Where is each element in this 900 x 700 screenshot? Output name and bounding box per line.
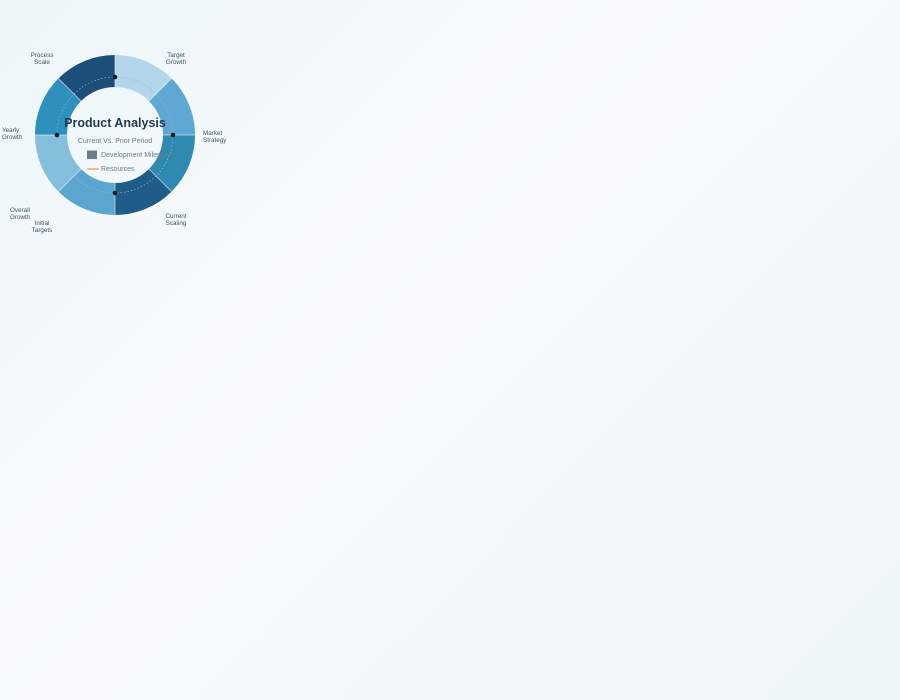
- svg-text:Resources: Resources: [101, 166, 135, 173]
- svg-text:Current Vs. Prior Period: Current Vs. Prior Period: [78, 138, 152, 145]
- svg-text:Product Analysis: Product Analysis: [64, 116, 166, 130]
- svg-text:██: ██: [87, 150, 97, 160]
- svg-text:Development Milestone: Development Milestone: [101, 152, 174, 159]
